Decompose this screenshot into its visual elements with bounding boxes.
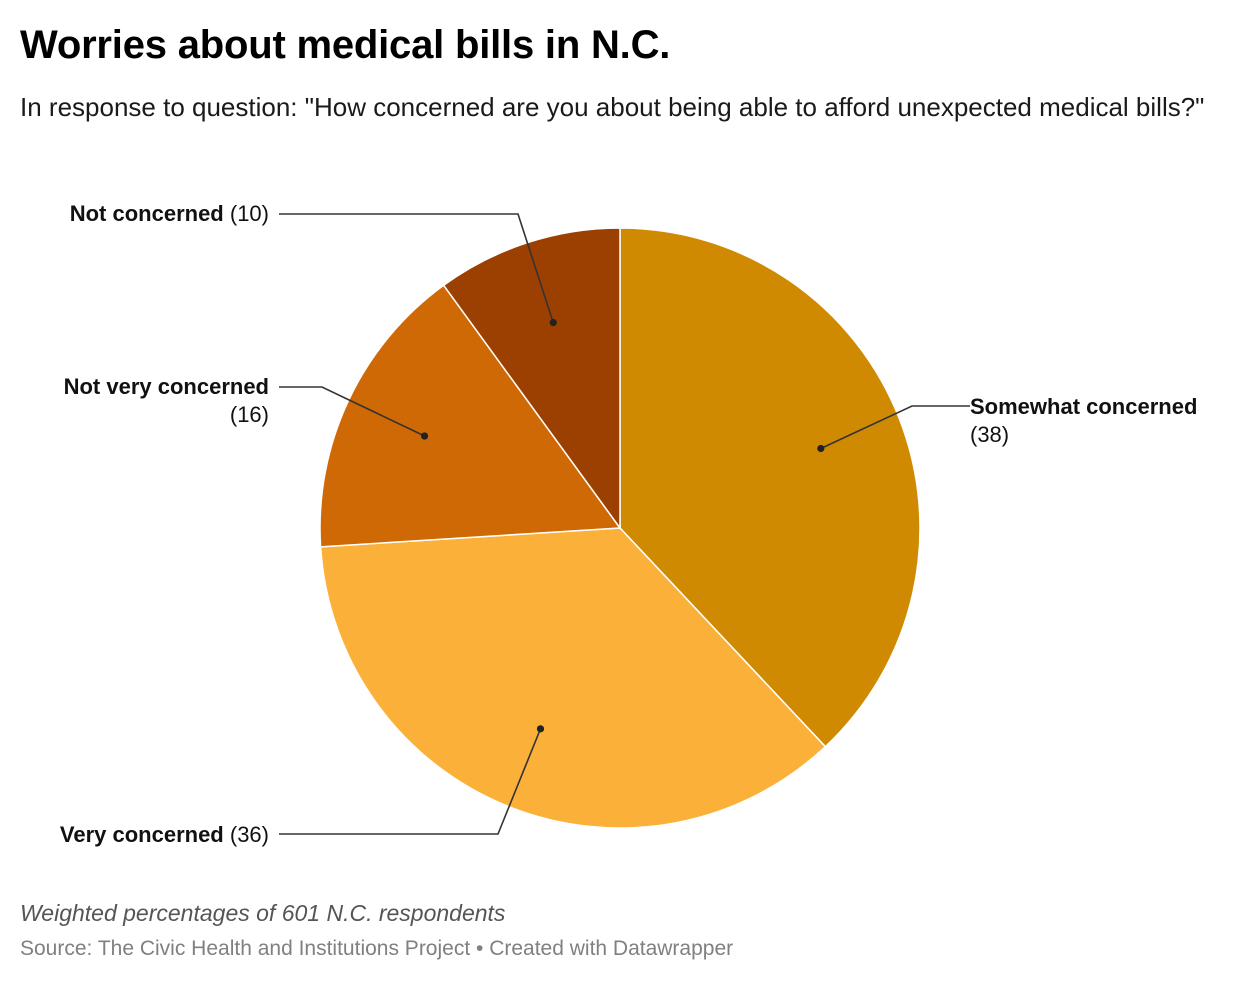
leader-line-not-concerned	[279, 213, 555, 323]
pie-slice-somewhat-concerned	[619, 227, 921, 748]
chart-subtitle: In response to question: "How concerned …	[20, 92, 1205, 122]
leader-dot-not-very-concerned	[420, 432, 429, 440]
leader-dot-very-concerned	[536, 725, 545, 733]
chart-title: Worries about medical bills in N.C.	[20, 23, 671, 67]
chart-source: Source: The Civic Health and Institution…	[20, 937, 734, 960]
label-very-concerned-value: (36)	[230, 822, 269, 847]
label-not-concerned: Not concerned (10)	[70, 201, 269, 226]
label-not-concerned-name: Not concerned	[70, 201, 224, 226]
label-very-concerned: Very concerned (36)	[60, 822, 269, 847]
pie-slices	[319, 227, 921, 829]
label-very-concerned-name: Very concerned	[60, 822, 224, 847]
leader-line-somewhat-concerned	[820, 405, 970, 450]
leader-line-very-concerned	[279, 728, 542, 835]
label-not-very-concerned-value: (16)	[230, 402, 269, 427]
leader-dot-somewhat-concerned	[817, 444, 825, 453]
label-somewhat-concerned: Somewhat concerned	[970, 394, 1197, 419]
leader-dot-not-concerned	[549, 318, 557, 327]
pie-leader-lines	[279, 213, 970, 835]
leader-line-not-very-concerned	[279, 386, 425, 437]
label-somewhat-concerned-name: Somewhat concerned	[970, 394, 1197, 419]
label-not-very-concerned: Not very concerned	[64, 374, 269, 399]
chart-note: Weighted percentages of 601 N.C. respond…	[20, 900, 506, 926]
label-somewhat-concerned-value: (38)	[970, 422, 1009, 447]
label-not-very-concerned-name: Not very concerned	[64, 374, 269, 399]
label-not-concerned-value: (10)	[230, 201, 269, 226]
